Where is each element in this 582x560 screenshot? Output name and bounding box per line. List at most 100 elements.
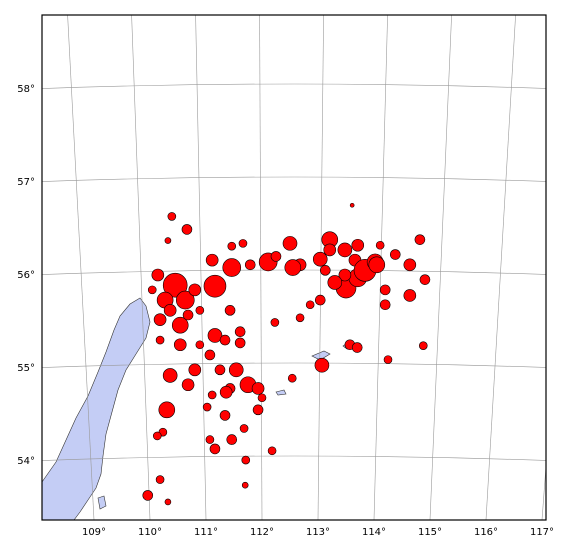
lon-label: 114° xyxy=(362,527,386,538)
event xyxy=(379,299,391,311)
event xyxy=(207,328,223,343)
event xyxy=(228,362,244,378)
event xyxy=(403,289,417,302)
event xyxy=(142,490,154,501)
event xyxy=(205,253,219,267)
event xyxy=(319,265,331,276)
event xyxy=(351,342,363,353)
event xyxy=(337,242,353,258)
event xyxy=(252,404,264,416)
event xyxy=(205,435,215,444)
event xyxy=(219,385,233,399)
event xyxy=(147,285,157,295)
event xyxy=(163,304,177,317)
event xyxy=(323,243,337,257)
lake-baikal xyxy=(42,297,151,520)
event xyxy=(152,431,162,441)
event xyxy=(158,401,176,419)
event xyxy=(181,378,195,392)
lon-label: 110° xyxy=(138,527,162,538)
island xyxy=(97,495,107,510)
lake xyxy=(275,389,287,396)
event xyxy=(195,306,205,315)
meridian xyxy=(131,15,151,520)
meridian xyxy=(195,15,207,520)
event xyxy=(188,363,202,377)
event xyxy=(203,274,227,298)
event xyxy=(224,305,236,316)
event xyxy=(312,251,328,267)
lon-label: 113° xyxy=(306,527,330,538)
event xyxy=(234,326,246,338)
event xyxy=(389,249,401,260)
event xyxy=(287,373,297,383)
lat-label: 56° xyxy=(17,270,35,281)
lat-label: 55° xyxy=(17,363,35,374)
event xyxy=(305,300,315,310)
event xyxy=(351,238,365,252)
event xyxy=(182,309,194,321)
lon-label: 115° xyxy=(418,527,442,538)
event xyxy=(181,224,193,235)
lon-label: 117° xyxy=(530,527,554,538)
parallel xyxy=(42,455,546,461)
event xyxy=(239,424,249,433)
parallel xyxy=(42,176,546,182)
event xyxy=(368,256,386,274)
event xyxy=(204,349,216,361)
event xyxy=(314,294,326,306)
event xyxy=(257,393,267,403)
event xyxy=(295,313,305,323)
event xyxy=(414,234,426,245)
event xyxy=(155,335,165,345)
lat-label: 54° xyxy=(17,456,35,467)
event xyxy=(314,357,330,373)
event xyxy=(226,434,238,445)
event xyxy=(375,240,385,250)
event xyxy=(219,334,231,346)
event xyxy=(244,259,256,271)
event xyxy=(171,316,189,334)
event xyxy=(167,212,177,221)
event xyxy=(327,275,343,290)
labels: 54° 55° 56° 57° 58° 109° 110° 111° 112° 113° 114° 1… xyxy=(17,84,554,538)
event xyxy=(195,340,205,350)
event xyxy=(164,237,172,244)
lat-label: 58° xyxy=(17,84,35,95)
event xyxy=(188,283,202,297)
event xyxy=(282,236,298,251)
event xyxy=(419,274,431,285)
event xyxy=(175,290,195,310)
map-frame xyxy=(41,14,547,521)
event xyxy=(349,202,355,208)
parallel xyxy=(42,83,546,89)
event xyxy=(270,318,280,327)
lon-label: 109° xyxy=(82,527,106,538)
event xyxy=(251,382,265,395)
event xyxy=(207,390,217,400)
event xyxy=(234,337,246,349)
events xyxy=(142,202,431,506)
event xyxy=(267,446,277,456)
event xyxy=(403,258,417,272)
event xyxy=(162,272,188,298)
event xyxy=(338,268,352,282)
event xyxy=(153,313,167,326)
event xyxy=(202,402,212,412)
event xyxy=(241,481,249,489)
event xyxy=(222,258,242,277)
event xyxy=(418,341,428,350)
meridian xyxy=(541,462,546,520)
event xyxy=(241,455,251,465)
meridian xyxy=(67,15,95,520)
event xyxy=(209,443,221,455)
meridian xyxy=(429,15,452,520)
event xyxy=(284,259,302,276)
event xyxy=(162,368,178,383)
event xyxy=(214,364,226,376)
event xyxy=(164,498,172,506)
event xyxy=(238,239,248,248)
event xyxy=(219,410,231,421)
event xyxy=(383,355,393,364)
